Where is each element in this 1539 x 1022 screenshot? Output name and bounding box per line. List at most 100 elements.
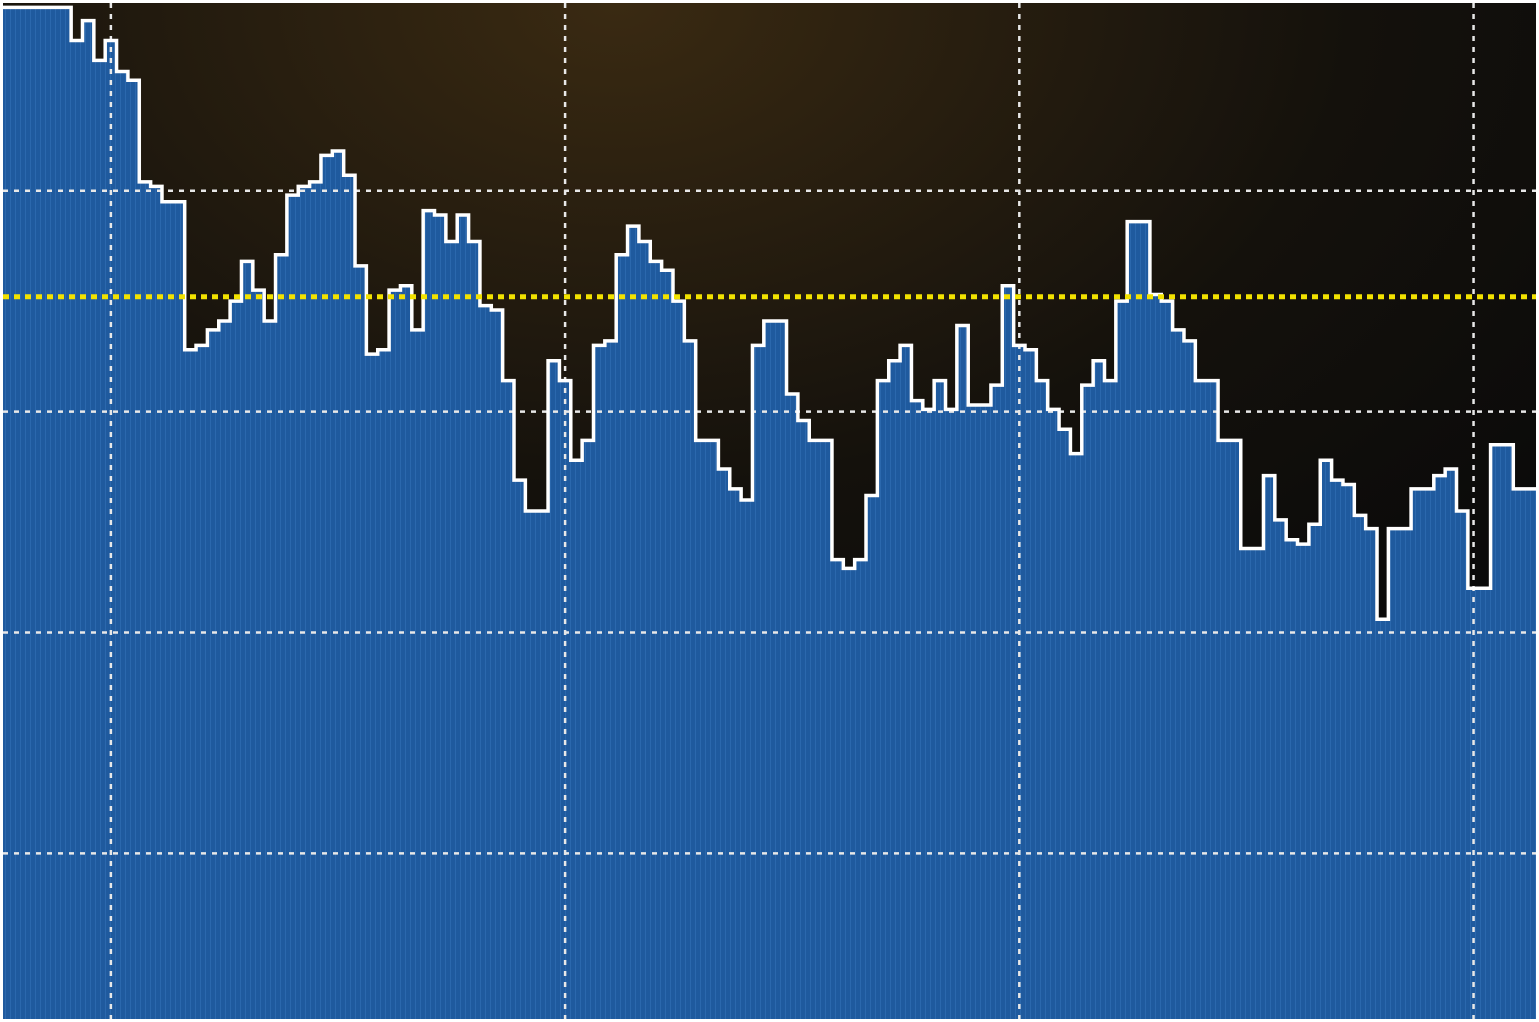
- area-step: [37, 7, 49, 1019]
- area-step: [1127, 221, 1140, 1019]
- area-step: [1229, 440, 1242, 1019]
- area-step: [150, 186, 163, 1020]
- area-step: [411, 329, 424, 1019]
- area-step: [525, 511, 538, 1019]
- area-step: [309, 181, 322, 1019]
- area-step: [1331, 480, 1344, 1019]
- area-step: [616, 254, 629, 1019]
- area-step: [661, 270, 674, 1019]
- area-step: [196, 345, 208, 1019]
- area-step: [1263, 475, 1276, 1019]
- area-step: [922, 409, 935, 1019]
- area-step: [695, 440, 708, 1019]
- area-step: [627, 226, 640, 1020]
- area-step: [366, 354, 379, 1019]
- area-step: [1513, 488, 1526, 1019]
- area-step: [241, 261, 254, 1020]
- area-step: [854, 559, 867, 1019]
- area-step: [548, 360, 560, 1019]
- area-step: [3, 7, 15, 1019]
- area-step: [1240, 548, 1253, 1019]
- area-step: [1388, 528, 1401, 1019]
- area-step: [1081, 385, 1094, 1019]
- area-step: [684, 340, 697, 1019]
- area-step: [582, 440, 594, 1019]
- area-step: [809, 440, 822, 1019]
- area-step: [332, 150, 345, 1019]
- area-step: [230, 301, 242, 1019]
- price-line: [3, 5, 1536, 621]
- area-step: [1342, 484, 1355, 1019]
- area-step: [956, 325, 969, 1019]
- area-step: [1036, 380, 1049, 1019]
- area-step: [763, 321, 776, 1019]
- area-step: [1104, 380, 1117, 1019]
- area-step: [502, 380, 515, 1019]
- area-step: [343, 175, 356, 1019]
- area-step: [650, 261, 663, 1020]
- area-step: [173, 201, 186, 1020]
- area-step: [775, 321, 788, 1019]
- area-step: [71, 40, 83, 1019]
- area-step: [184, 349, 197, 1019]
- area-step: [1479, 588, 1492, 1019]
- area-step: [1445, 469, 1458, 1019]
- area-step: [1059, 429, 1071, 1019]
- area-step: [1422, 488, 1435, 1019]
- area-step: [1093, 360, 1105, 1019]
- area-step: [945, 409, 958, 1019]
- area-step: [1467, 588, 1480, 1019]
- area-step: [286, 195, 299, 1020]
- area-step: [1138, 221, 1151, 1019]
- area-step: [831, 559, 844, 1019]
- area-step: [786, 393, 799, 1020]
- area-step: [1013, 345, 1026, 1019]
- area-step: [820, 440, 833, 1019]
- area-step: [672, 301, 685, 1019]
- area-step: [127, 80, 140, 1020]
- area-step: [161, 201, 174, 1020]
- area-step: [207, 329, 220, 1019]
- area-step: [1183, 340, 1196, 1019]
- area-step: [934, 380, 947, 1019]
- area-step: [729, 488, 742, 1019]
- area-step: [105, 40, 118, 1019]
- area-step: [1172, 329, 1185, 1019]
- area-step: [1047, 409, 1060, 1019]
- area-step: [423, 210, 436, 1020]
- area-step: [1161, 301, 1174, 1019]
- area-step: [536, 511, 549, 1019]
- area-step: [252, 290, 265, 1019]
- area-step: [1252, 548, 1264, 1019]
- area-step: [638, 241, 651, 1019]
- area-step: [1365, 528, 1378, 1019]
- area-step: [445, 241, 458, 1019]
- area-step: [514, 480, 526, 1019]
- area-step: [1411, 488, 1423, 1019]
- area-step: [457, 215, 470, 1019]
- area-step: [877, 380, 890, 1019]
- area-step: [320, 155, 333, 1019]
- area-step: [979, 404, 992, 1019]
- area-step: [1308, 524, 1321, 1019]
- area-step: [298, 186, 311, 1020]
- area-step: [48, 7, 61, 1019]
- area-step: [1433, 475, 1446, 1019]
- area-step: [797, 420, 810, 1019]
- area-step: [1070, 453, 1083, 1019]
- area-step: [1490, 444, 1503, 1019]
- area-step: [843, 568, 856, 1019]
- area-step: [1524, 488, 1537, 1019]
- area-step: [968, 404, 981, 1019]
- area-step: [911, 400, 924, 1020]
- area-step: [355, 265, 367, 1019]
- area-step: [1195, 380, 1208, 1019]
- area-step: [59, 7, 72, 1019]
- area-step: [1377, 619, 1389, 1019]
- area-step: [1274, 519, 1287, 1019]
- area-step: [570, 460, 583, 1019]
- area-step: [752, 345, 765, 1019]
- area-step: [1286, 539, 1299, 1019]
